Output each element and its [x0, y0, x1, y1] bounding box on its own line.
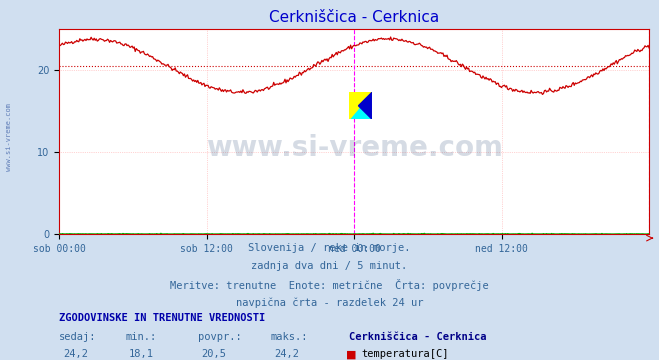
Polygon shape	[349, 93, 372, 119]
Text: maks.:: maks.:	[270, 332, 308, 342]
Title: Cerkniščica - Cerknica: Cerkniščica - Cerknica	[269, 10, 440, 25]
Text: www.si-vreme.com: www.si-vreme.com	[206, 134, 503, 162]
Polygon shape	[358, 93, 372, 119]
Text: navpična črta - razdelek 24 ur: navpična črta - razdelek 24 ur	[236, 297, 423, 307]
Text: Slovenija / reke in morje.: Slovenija / reke in morje.	[248, 243, 411, 253]
Text: temperatura[C]: temperatura[C]	[361, 349, 449, 359]
Text: ■: ■	[346, 349, 357, 359]
Text: 24,2: 24,2	[63, 349, 88, 359]
Polygon shape	[349, 93, 372, 119]
Text: 18,1: 18,1	[129, 349, 154, 359]
Text: www.si-vreme.com: www.si-vreme.com	[5, 103, 12, 171]
Text: Cerkniščica - Cerknica: Cerkniščica - Cerknica	[349, 332, 487, 342]
Text: povpr.:: povpr.:	[198, 332, 241, 342]
Text: 20,5: 20,5	[202, 349, 227, 359]
Text: zadnja dva dni / 5 minut.: zadnja dva dni / 5 minut.	[251, 261, 408, 271]
Text: 24,2: 24,2	[274, 349, 299, 359]
Text: Meritve: trenutne  Enote: metrične  Črta: povprečje: Meritve: trenutne Enote: metrične Črta: …	[170, 279, 489, 291]
Text: sedaj:: sedaj:	[59, 332, 97, 342]
Text: min.:: min.:	[125, 332, 156, 342]
Text: ZGODOVINSKE IN TRENUTNE VREDNOSTI: ZGODOVINSKE IN TRENUTNE VREDNOSTI	[59, 313, 266, 323]
